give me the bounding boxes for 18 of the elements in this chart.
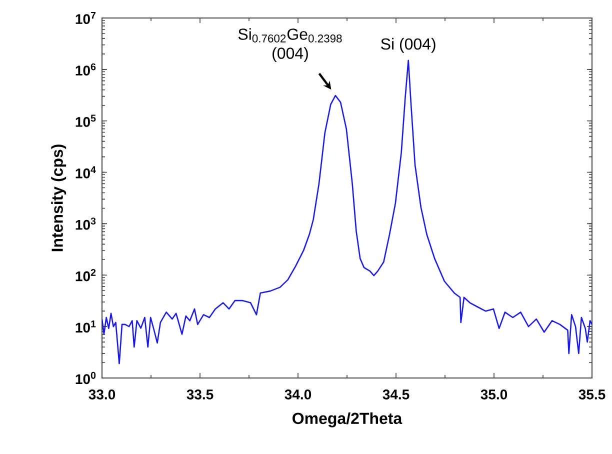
x-tick-label: 34.5 — [382, 390, 410, 400]
y-tick-label: 10$^{6}$ — [76, 63, 96, 76]
annotation: Si$_{0.7602}$Ge$_{0.2398}$ (004) — [238, 28, 342, 62]
annotation: Si (004) — [381, 38, 436, 53]
x-tick-label: 34.0 — [284, 390, 312, 400]
y-tick-label: 10$^{1}$ — [76, 320, 96, 333]
y-tick-label: 10$^{0}$ — [76, 372, 96, 384]
x-tick-label: 33.0 — [88, 390, 116, 400]
y-axis-title: Intensity (cps) — [51, 144, 66, 252]
y-tick-label: 10$^{3}$ — [76, 218, 96, 230]
x-tick-label: 33.5 — [186, 390, 214, 400]
y-tick-label: 10$^{2}$ — [76, 269, 96, 282]
y-tick-label: 10$^{5}$ — [76, 114, 96, 127]
x-axis-title: Omega/2Theta — [292, 412, 402, 428]
x-tick-label: 35.0 — [480, 390, 508, 400]
y-tick-label: 10$^{7}$ — [76, 12, 96, 24]
y-tick-label: 10$^{4}$ — [76, 166, 96, 178]
x-tick-label: 35.5 — [578, 390, 606, 400]
